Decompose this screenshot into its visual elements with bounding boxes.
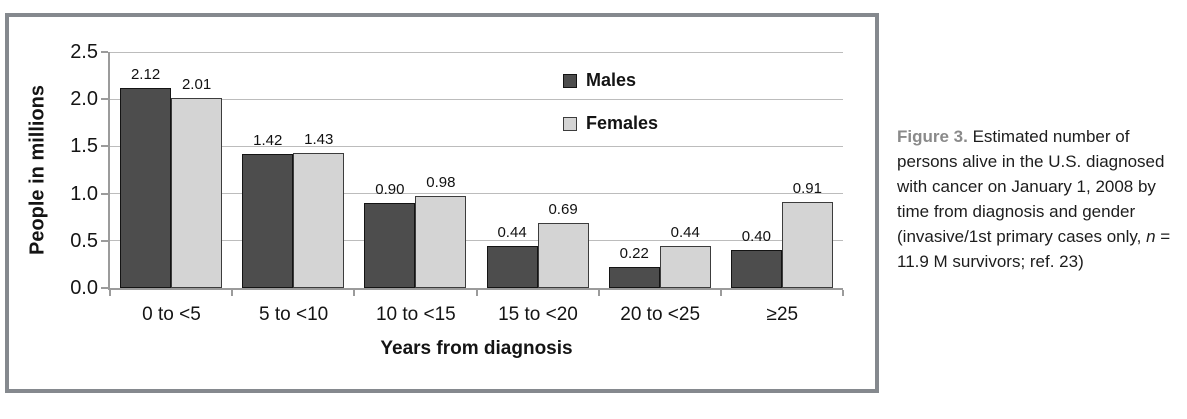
bar-females-3: [537, 222, 589, 288]
bar-value-label: 0.91: [792, 180, 822, 198]
bar-males-4: [608, 267, 660, 288]
figure-caption: Figure 3. Estimated number of persons al…: [897, 124, 1187, 274]
figure-caption-n: n: [1146, 227, 1156, 246]
gridline: [110, 98, 843, 100]
gridline: [110, 240, 843, 242]
bar-value-label: 0.90: [375, 181, 405, 199]
x-category-label: 15 to <20: [498, 304, 578, 325]
x-category-label: 0 to <5: [142, 304, 201, 325]
y-tick-mark: [101, 145, 108, 148]
x-category-label: 20 to <25: [620, 304, 701, 325]
y-tick-mark: [101, 287, 108, 289]
x-tick-mark: [231, 290, 234, 296]
bar-value-label: 0.44: [670, 224, 700, 242]
bar-males-2: [364, 203, 416, 288]
y-tick-mark: [101, 192, 108, 195]
y-tick-label: 0.5: [70, 229, 98, 252]
bar-value-label: 2.12: [130, 65, 161, 83]
bar-females-2: [415, 195, 467, 288]
x-tick-mark: [353, 290, 356, 296]
figure-caption-tail: = 11.9 M survivors; ref. 23): [897, 227, 1171, 271]
y-tick-label: 2.5: [70, 41, 98, 63]
y-tick-label: 0.0: [70, 277, 98, 299]
bar-value-label: 0.69: [548, 200, 578, 218]
females-swatch-icon: [563, 116, 577, 131]
y-tick-label: 2.0: [70, 88, 98, 111]
legend: Males Females: [563, 70, 658, 134]
bar-females-4: [659, 246, 711, 288]
bar-value-label: 0.98: [426, 173, 456, 191]
bar-females-5: [781, 202, 833, 288]
bar-females-1: [293, 153, 345, 288]
gridline: [110, 145, 843, 147]
bar-males-0: [120, 87, 172, 288]
y-axis-title: People in millions: [26, 84, 49, 256]
figure-caption-body: Estimated number of persons alive in the…: [897, 127, 1165, 246]
bar-males-3: [486, 246, 538, 288]
x-category-label: 10 to <15: [375, 304, 456, 325]
legend-label-females: Females: [586, 113, 659, 133]
x-axis-title: Years from diagnosis: [380, 338, 573, 359]
x-axis-line: [108, 288, 843, 290]
x-tick-mark: [719, 290, 722, 296]
y-tick-mark: [101, 51, 108, 53]
legend-label-males: Males: [586, 70, 637, 90]
gridline: [110, 51, 843, 53]
bar-value-label: 0.22: [619, 245, 649, 263]
bar-value-label: 1.42: [253, 131, 283, 149]
x-tick-mark: [109, 290, 111, 296]
bar-males-1: [242, 153, 294, 288]
bar-value-label: 0.44: [497, 224, 527, 242]
x-tick-mark: [842, 290, 844, 296]
y-tick-label: 1.5: [70, 135, 98, 158]
x-tick-mark: [597, 290, 600, 296]
plot-area: Males Females 0.0 0.5 1.0 1.5 2.0 2.5 2.12 1.42…: [70, 41, 844, 325]
bar-value-label: 1.43: [304, 131, 334, 149]
x-category-label: ≥25: [766, 304, 799, 325]
bar-females-0: [171, 98, 223, 288]
y-tick-mark: [101, 239, 108, 242]
y-tick-label: 1.0: [70, 182, 98, 205]
bar-males-5: [730, 250, 782, 288]
y-axis-line: [108, 52, 110, 290]
y-tick-mark: [101, 98, 108, 101]
bar-value-label: 2.01: [181, 76, 212, 94]
figure-caption-label: Figure 3.: [897, 127, 968, 146]
legend-item-males: Males: [563, 70, 658, 91]
x-tick-mark: [475, 290, 478, 296]
gridline: [110, 193, 843, 195]
x-category-label: 5 to <10: [259, 304, 329, 325]
legend-item-females: Females: [563, 113, 658, 134]
bar-value-label: 0.40: [741, 228, 771, 246]
males-swatch-icon: [563, 73, 577, 88]
